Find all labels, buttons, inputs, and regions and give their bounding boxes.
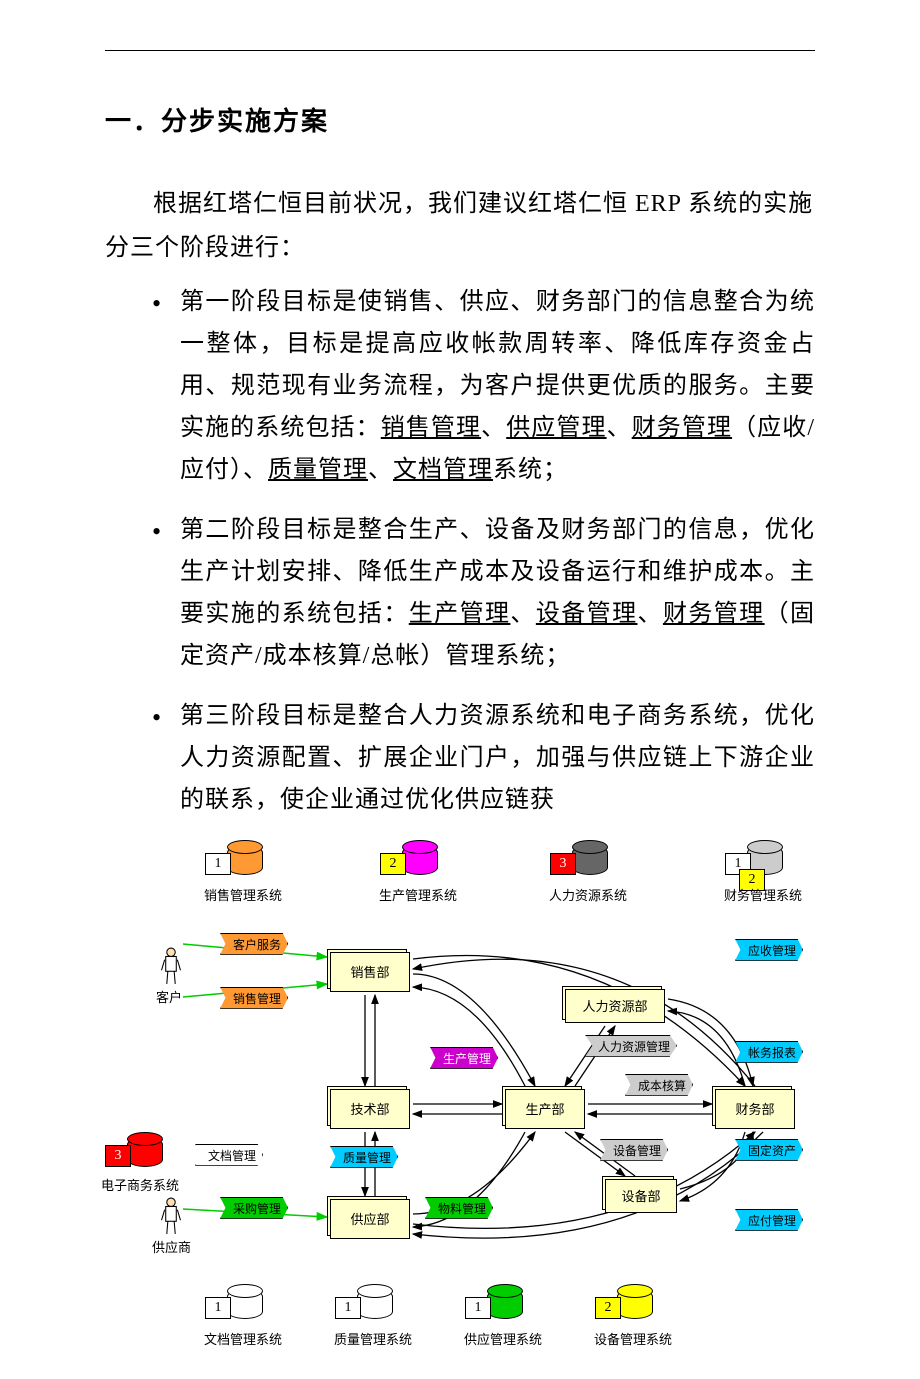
- system-label-top-1: 生产管理系统: [368, 885, 468, 904]
- tag-purchase: 采购管理: [220, 1197, 288, 1219]
- intro-paragraph: 根据红塔仁恒目前状况，我们建议红塔仁恒 ERP 系统的实施分三个阶段进行：: [105, 182, 815, 271]
- dept-equip: 设备部: [605, 1179, 677, 1213]
- tag-fa: 固定资产: [735, 1139, 803, 1161]
- phase-item-2: 第二阶段目标是整合生产、设备及财务部门的信息，优化生产计划安排、降低生产成本及设…: [180, 509, 815, 677]
- phase-list: 第一阶段目标是使销售、供应、财务部门的信息整合为统一整体，目标是提高应收帐款周转…: [105, 281, 815, 821]
- system-cyl-bot-2: [487, 1289, 523, 1319]
- heading-1: 一．分步实施方案: [105, 101, 815, 138]
- dept-tech: 技术部: [330, 1089, 410, 1129]
- system-cyl-top-2: [572, 845, 608, 875]
- tag-doc_mgmt: 文档管理: [195, 1144, 263, 1166]
- erp-diagram: 1 销售管理系统 2 生产管理系统 3 人力资源系统 1 2 财务管理系统 1 文档管理系统 1 质量管…: [105, 839, 825, 1349]
- dept-sales: 销售部: [330, 952, 410, 992]
- tag-ap: 应付管理: [735, 1209, 803, 1231]
- system-cyl-bot-3: [617, 1289, 653, 1319]
- system-label-top-2: 人力资源系统: [538, 885, 638, 904]
- tag-prod_mgmt: 生产管理: [430, 1047, 498, 1069]
- dept-supply: 供应部: [330, 1199, 410, 1239]
- tag-report: 帐务报表: [735, 1041, 803, 1063]
- supplier-icon: [160, 1197, 182, 1235]
- system-label-top-3: 财务管理系统: [713, 885, 813, 904]
- system-label-bot-0: 文档管理系统: [193, 1329, 293, 1348]
- system-cyl-bot-0: [227, 1289, 263, 1319]
- system-label-bot-1: 质量管理系统: [323, 1329, 423, 1348]
- system-cyl-top-1: [402, 845, 438, 875]
- tag-hr_mgmt: 人力资源管理: [585, 1035, 677, 1057]
- tag-qual_mgmt: 质量管理: [330, 1146, 398, 1168]
- ecommerce-cyl: [127, 1137, 163, 1167]
- dept-prod: 生产部: [505, 1089, 585, 1129]
- system-label-bot-2: 供应管理系统: [453, 1329, 553, 1348]
- system-num-top-1: 2: [380, 853, 406, 875]
- tag-equip_mgmt: 设备管理: [600, 1139, 668, 1161]
- tag-cust_service: 客户服务: [220, 933, 288, 955]
- ecommerce-num: 3: [105, 1145, 131, 1167]
- system-num-bot-1: 1: [335, 1297, 361, 1319]
- system-num-bot-2: 1: [465, 1297, 491, 1319]
- customer-label: 客户: [156, 987, 182, 1006]
- tag-sales_mgmt: 销售管理: [220, 987, 288, 1009]
- system-num-bot-0: 1: [205, 1297, 231, 1319]
- system-num-bot-3: 2: [595, 1297, 621, 1319]
- system-cyl-top-0: [227, 845, 263, 875]
- system-num-top-0: 1: [205, 853, 231, 875]
- system-num-top-2: 3: [550, 853, 576, 875]
- ecommerce-label: 电子商务系统: [95, 1175, 185, 1194]
- tag-ar: 应收管理: [735, 939, 803, 961]
- system-label-top-0: 销售管理系统: [193, 885, 293, 904]
- tag-cost: 成本核算: [625, 1074, 693, 1096]
- dept-fin: 财务部: [715, 1089, 795, 1129]
- supplier-label: 供应商: [152, 1237, 191, 1256]
- phase-item-3: 第三阶段目标是整合人力资源系统和电子商务系统，优化人力资源配置、扩展企业门户，加…: [180, 695, 815, 821]
- tag-mat_mgmt: 物料管理: [425, 1197, 493, 1219]
- top-rule: [105, 50, 815, 51]
- system-label-bot-3: 设备管理系统: [583, 1329, 683, 1348]
- phase-item-1: 第一阶段目标是使销售、供应、财务部门的信息整合为统一整体，目标是提高应收帐款周转…: [180, 281, 815, 491]
- page: 一．分步实施方案 根据红塔仁恒目前状况，我们建议红塔仁恒 ERP 系统的实施分三…: [0, 0, 920, 1379]
- system-cyl-bot-1: [357, 1289, 393, 1319]
- dept-hr: 人力资源部: [565, 989, 665, 1023]
- customer-icon: [160, 947, 182, 985]
